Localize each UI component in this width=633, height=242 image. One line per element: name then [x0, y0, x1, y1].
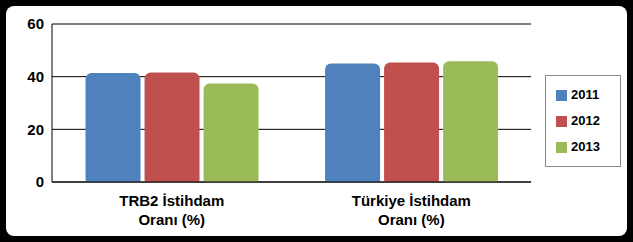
html-text:2011: 2011: [571, 87, 600, 102]
svg-text:20: 20: [27, 121, 44, 138]
svg-text:TRB2 İstihdamOranı (%): TRB2 İstihdamOranı (%): [119, 192, 224, 228]
html-text:2013: 2013: [571, 139, 600, 154]
svg-text:40: 40: [27, 68, 44, 85]
html-text:2012: 2012: [571, 113, 600, 128]
svg-text:60: 60: [27, 15, 44, 32]
svg-text:Türkiye İstihdamOranı (%): Türkiye İstihdamOranı (%): [352, 192, 471, 228]
svg-text:0: 0: [36, 173, 44, 190]
